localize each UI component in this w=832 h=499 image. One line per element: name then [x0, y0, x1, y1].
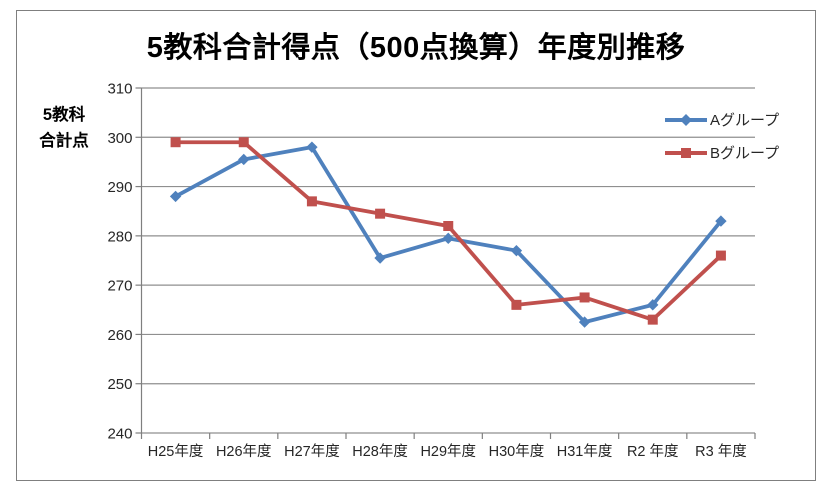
- series-marker-b: [170, 137, 181, 148]
- series-marker-a: [306, 141, 318, 153]
- series-marker-a: [578, 316, 591, 328]
- legend-line-square-icon: [665, 147, 707, 158]
- x-tick-label: H30年度: [489, 443, 545, 460]
- x-tick-label: H26年度: [216, 443, 272, 460]
- x-tick-label: H31年度: [557, 443, 613, 460]
- y-tick-label: 280: [107, 228, 132, 245]
- y-axis-title: 5教科 合計点: [24, 102, 104, 155]
- x-tick-label: H29年度: [420, 443, 476, 460]
- y-tick-label: 300: [107, 130, 132, 147]
- series-marker-b: [579, 292, 590, 303]
- y-tick-label: 270: [107, 278, 132, 295]
- series-marker-b: [715, 250, 726, 261]
- x-tick-label: H27年度: [284, 443, 340, 460]
- series-marker-a: [510, 244, 523, 257]
- x-tick-label: H28年度: [352, 443, 408, 460]
- series-marker-b: [443, 221, 454, 231]
- x-tick-label: R3 年度: [695, 443, 747, 460]
- series-marker-b: [238, 137, 249, 148]
- series-marker-b: [306, 196, 317, 207]
- series-marker-a: [238, 153, 250, 166]
- series-marker-b: [647, 314, 658, 325]
- y-tick-label: 250: [107, 376, 132, 393]
- chart-frame-border: [16, 10, 816, 481]
- legend-line-diamond-icon: [665, 113, 707, 126]
- series-marker-a: [715, 215, 727, 227]
- series-marker-b: [375, 208, 386, 219]
- series-marker-a: [169, 190, 182, 203]
- y-tick-label: 310: [107, 81, 132, 98]
- chart-title: 5教科合計得点（500点換算）年度別推移: [146, 32, 686, 64]
- legend-item-group-a: Aグループ: [664, 103, 779, 136]
- x-tick-label: R2 年度: [627, 443, 679, 460]
- y-tick-label: 260: [107, 327, 132, 344]
- series-marker-a: [374, 252, 386, 264]
- x-tick-label: H25年度: [148, 443, 204, 460]
- legend: Aグループ Bグループ: [664, 103, 779, 169]
- y-axis-title-line2: 合計点: [39, 132, 89, 151]
- y-axis-title-line1: 5教科: [42, 106, 86, 124]
- series-marker-a: [442, 232, 454, 245]
- series-marker-b: [511, 299, 522, 310]
- y-tick-label: 290: [107, 179, 132, 196]
- legend-label-group-b: Bグループ: [710, 145, 780, 162]
- series-marker-a: [647, 299, 659, 311]
- legend-item-group-b: Bグループ: [664, 136, 779, 169]
- y-tick-label: 240: [107, 426, 132, 443]
- legend-label-group-a: Aグループ: [710, 112, 780, 129]
